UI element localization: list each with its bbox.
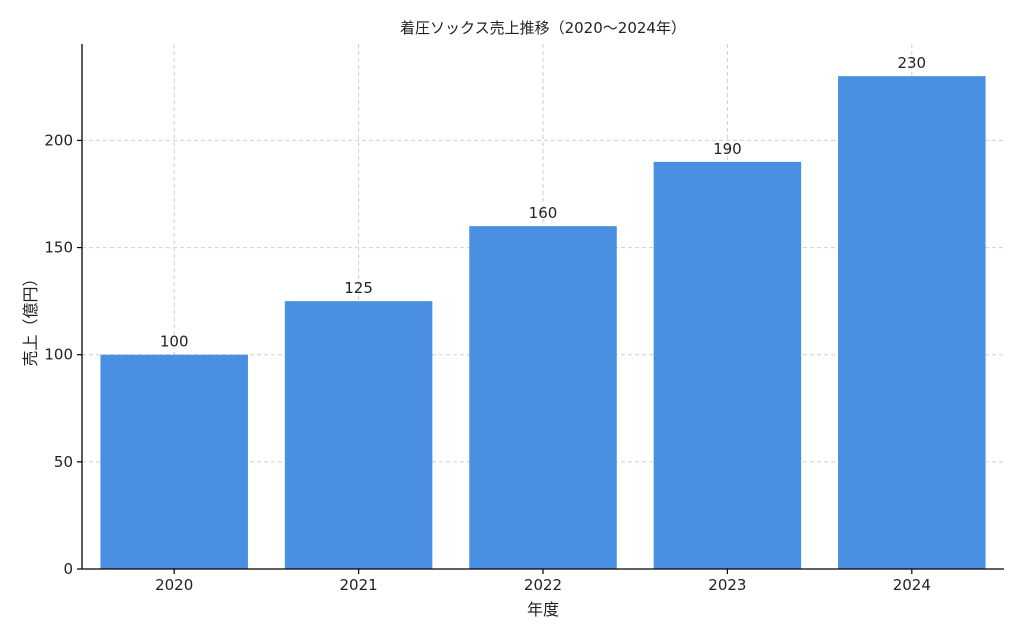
y-axis-title: 売上（億円） — [21, 270, 40, 366]
x-tick-label: 2020 — [155, 576, 193, 594]
ticks-layer: 0 50 100 150 200 2020 2021 2022 2023 2024 — [44, 131, 931, 594]
x-axis-title: 年度 — [527, 600, 559, 619]
y-tick-label: 200 — [44, 131, 73, 149]
data-labels-layer: 100 125 160 190 230 — [160, 54, 926, 351]
bar-2022 — [469, 226, 617, 569]
y-tick-label: 100 — [44, 346, 73, 364]
data-label-2024: 230 — [897, 54, 926, 72]
x-tick-label: 2022 — [524, 576, 562, 594]
data-label-2022: 160 — [529, 204, 558, 222]
y-tick-label: 50 — [54, 453, 73, 471]
bar-2023 — [653, 161, 802, 569]
x-tick-label: 2021 — [340, 576, 378, 594]
bars-layer — [100, 76, 986, 570]
x-tick-label: 2024 — [893, 576, 931, 594]
bar-2024 — [838, 76, 986, 570]
x-tick-label: 2023 — [708, 576, 746, 594]
y-tick-label: 150 — [44, 239, 73, 257]
data-label-2020: 100 — [160, 333, 189, 351]
y-tick-label: 0 — [63, 560, 73, 578]
data-label-2023: 190 — [713, 140, 742, 158]
chart-title: 着圧ソックス売上推移（2020〜2024年） — [400, 19, 686, 37]
bar-2021 — [284, 301, 433, 569]
data-label-2021: 125 — [344, 279, 373, 297]
bar-2020 — [100, 354, 248, 569]
